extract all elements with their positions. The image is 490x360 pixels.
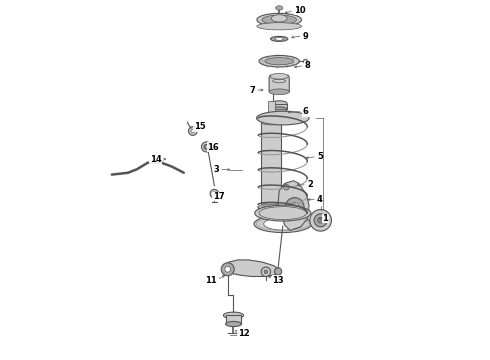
Circle shape <box>318 217 323 223</box>
Text: 4: 4 <box>317 194 323 204</box>
Polygon shape <box>225 315 242 324</box>
Circle shape <box>303 59 308 63</box>
Text: 17: 17 <box>213 192 224 201</box>
Ellipse shape <box>270 73 288 79</box>
Ellipse shape <box>271 15 287 22</box>
Circle shape <box>274 268 282 275</box>
Ellipse shape <box>265 58 294 65</box>
Circle shape <box>221 263 234 276</box>
Ellipse shape <box>269 89 289 95</box>
Text: 7: 7 <box>249 86 255 95</box>
Ellipse shape <box>275 6 283 10</box>
Polygon shape <box>258 207 285 212</box>
Circle shape <box>210 189 219 198</box>
Text: 14: 14 <box>150 155 162 163</box>
Ellipse shape <box>274 112 285 116</box>
Text: 3: 3 <box>213 165 219 174</box>
Polygon shape <box>223 260 280 276</box>
Ellipse shape <box>257 13 301 26</box>
Circle shape <box>314 214 327 227</box>
Polygon shape <box>271 109 287 114</box>
Ellipse shape <box>271 101 287 107</box>
Text: 16: 16 <box>207 143 219 152</box>
Circle shape <box>213 192 216 195</box>
Ellipse shape <box>264 218 302 230</box>
Text: 2: 2 <box>307 180 313 189</box>
Ellipse shape <box>254 215 312 233</box>
Circle shape <box>263 207 267 212</box>
Ellipse shape <box>258 205 285 209</box>
Polygon shape <box>278 181 309 230</box>
Circle shape <box>189 127 197 135</box>
Polygon shape <box>271 104 287 109</box>
Polygon shape <box>269 75 289 92</box>
Ellipse shape <box>257 111 309 125</box>
Ellipse shape <box>275 37 284 40</box>
Circle shape <box>285 198 304 216</box>
Text: 12: 12 <box>238 328 249 338</box>
Circle shape <box>204 144 209 149</box>
Text: 6: 6 <box>303 107 309 116</box>
Circle shape <box>191 129 195 133</box>
Text: 9: 9 <box>303 32 308 41</box>
Ellipse shape <box>270 36 288 41</box>
Ellipse shape <box>262 15 296 24</box>
Ellipse shape <box>261 120 281 125</box>
Text: 11: 11 <box>205 276 217 284</box>
Ellipse shape <box>258 210 285 214</box>
Ellipse shape <box>255 205 311 221</box>
Ellipse shape <box>223 312 244 319</box>
Circle shape <box>284 184 289 190</box>
Circle shape <box>201 142 212 152</box>
Circle shape <box>225 266 231 272</box>
Text: 5: 5 <box>317 152 323 161</box>
Circle shape <box>261 267 270 276</box>
Polygon shape <box>268 101 275 121</box>
Circle shape <box>310 210 331 231</box>
Ellipse shape <box>225 321 242 327</box>
Text: 15: 15 <box>194 122 206 131</box>
Ellipse shape <box>257 23 301 30</box>
Circle shape <box>264 270 268 274</box>
Text: 13: 13 <box>272 276 284 284</box>
Text: 1: 1 <box>322 214 328 223</box>
Circle shape <box>291 203 299 211</box>
Ellipse shape <box>259 55 299 67</box>
Polygon shape <box>261 122 281 205</box>
Text: 8: 8 <box>304 61 310 70</box>
Circle shape <box>275 207 280 212</box>
Text: 10: 10 <box>294 6 306 15</box>
Ellipse shape <box>271 107 287 112</box>
Circle shape <box>205 146 208 148</box>
Ellipse shape <box>261 203 281 208</box>
